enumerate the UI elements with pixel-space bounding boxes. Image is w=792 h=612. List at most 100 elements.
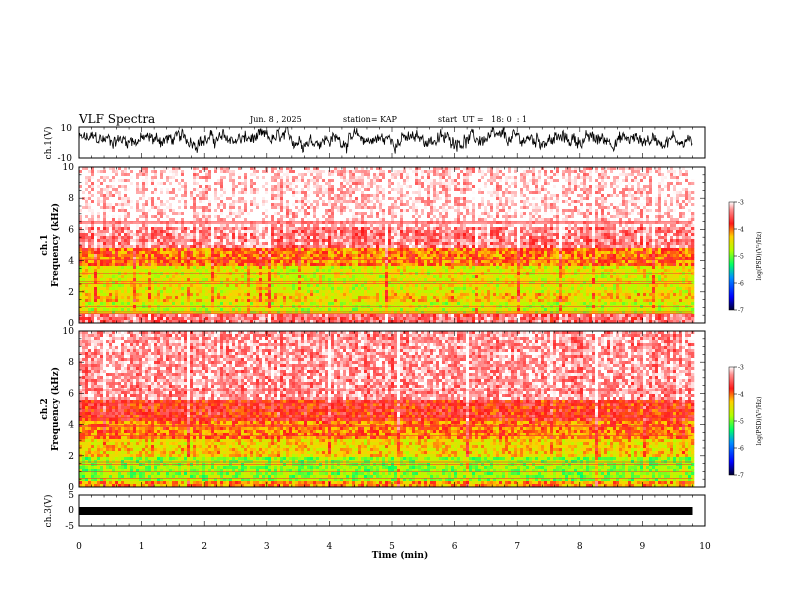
spectrogram-cell	[301, 266, 305, 270]
spectrogram-cell	[163, 266, 167, 270]
spectrogram-cell	[121, 215, 125, 219]
spectrogram-cell	[298, 260, 302, 264]
spectrogram-cell	[328, 275, 332, 279]
spectrogram-cell	[232, 200, 236, 204]
spectrogram-cell	[253, 248, 257, 252]
spectrogram-cell	[193, 176, 197, 180]
spectrogram-cell	[310, 293, 314, 297]
spectrogram-cell	[103, 182, 107, 186]
spectrogram-cell	[205, 278, 209, 282]
spectrogram-cell	[280, 287, 284, 291]
spectrogram-cell	[184, 248, 188, 252]
spectrogram-cell	[112, 170, 116, 174]
spectrogram-cell	[313, 215, 317, 219]
spectrogram-cell	[349, 170, 353, 174]
spectrogram-cell	[277, 296, 281, 300]
spectrogram-cell	[97, 182, 101, 186]
spectrogram-cell	[160, 179, 164, 183]
spectrogram-cell	[121, 218, 125, 222]
spectrogram-cell	[304, 299, 308, 303]
spectrogram-cell	[331, 278, 335, 282]
spectrogram-cell	[298, 188, 302, 192]
spectrogram-cell	[157, 233, 161, 237]
spectrogram-cell	[199, 179, 203, 183]
spectrogram-cell	[292, 236, 296, 240]
spectrogram-cell	[184, 278, 188, 282]
spectrogram-cell	[145, 227, 149, 231]
spectrogram-cell	[331, 317, 335, 321]
spectrogram-cell	[109, 314, 113, 318]
spectrogram-cell	[130, 320, 134, 323]
spectrogram-cell	[253, 287, 257, 291]
spectrogram-cell	[91, 269, 95, 273]
spectrogram-cell	[229, 242, 233, 246]
spectrogram-cell	[130, 248, 134, 252]
spectrogram-cell	[97, 236, 101, 240]
spectrogram-cell	[274, 236, 278, 240]
spectrogram-cell	[277, 173, 281, 177]
spectrogram-cell	[184, 251, 188, 255]
spectrogram-cell	[169, 308, 173, 312]
spectrogram-cell	[151, 215, 155, 219]
spectrogram-cell	[136, 170, 140, 174]
spectrogram-cell	[139, 188, 143, 192]
spectrogram-cell	[301, 176, 305, 180]
spectrogram-cell	[217, 302, 221, 306]
spectrogram-cell	[88, 224, 92, 228]
spectrogram-cell	[268, 167, 272, 171]
spectrogram-cell	[217, 320, 221, 323]
spectrogram-cell	[109, 230, 113, 234]
spectrogram-cell	[91, 299, 95, 303]
spectrogram-cell	[172, 233, 176, 237]
spectrogram-cell	[238, 230, 242, 234]
spectrogram-cell	[322, 197, 326, 201]
spectrogram-cell	[244, 167, 248, 171]
spectrogram-cell	[250, 230, 254, 234]
spectrogram-cell	[286, 278, 290, 282]
spectrogram-cell	[316, 248, 320, 252]
spectrogram-cell	[154, 311, 158, 315]
spectrogram-cell	[97, 212, 101, 216]
spectrogram-cell	[358, 191, 362, 195]
spectrogram-cell	[298, 263, 302, 267]
spectrogram-cell	[232, 173, 236, 177]
spectrogram-cell	[88, 281, 92, 285]
spectrogram-cell	[91, 194, 95, 198]
spectrogram-cell	[160, 299, 164, 303]
spectrogram-cell	[235, 275, 239, 279]
spectrogram-cell	[106, 218, 110, 222]
spectrogram-cell	[97, 257, 101, 261]
spectrogram-cell	[328, 245, 332, 249]
spectrogram-cell	[133, 320, 137, 323]
spectrogram-cell	[343, 194, 347, 198]
spectrogram-cell	[340, 278, 344, 282]
spectrogram-cell	[331, 302, 335, 306]
spectrogram-cell	[145, 242, 149, 246]
spectrogram-cell	[256, 224, 260, 228]
spectrogram-cell	[196, 200, 200, 204]
spectrogram-cell	[235, 197, 239, 201]
spectrogram-cell	[295, 278, 299, 282]
spectrogram-cell	[271, 230, 275, 234]
spectrogram-cell	[187, 266, 191, 270]
spectrogram-cell	[232, 203, 236, 207]
spectrogram-cell	[199, 230, 203, 234]
spectrogram-cell	[268, 302, 272, 306]
spectrogram-cell	[337, 173, 341, 177]
spectrogram-cell	[121, 317, 125, 321]
spectrogram-cell	[295, 266, 299, 270]
spectrogram-cell	[79, 218, 83, 222]
spectrogram-cell	[292, 284, 296, 288]
spectrogram-cell	[304, 320, 308, 323]
spectrogram-cell	[301, 314, 305, 318]
spectrogram-cell	[196, 239, 200, 243]
spectrogram-cell	[322, 302, 326, 306]
spectrogram-cell	[172, 260, 176, 264]
spectrogram-cell	[280, 209, 284, 213]
spectrogram-cell	[91, 224, 95, 228]
spectrogram-cell	[241, 188, 245, 192]
spectrogram-cell	[160, 257, 164, 261]
spectrogram-cell	[178, 245, 182, 249]
spectrogram-cell	[139, 167, 143, 171]
spectrogram-cell	[295, 263, 299, 267]
